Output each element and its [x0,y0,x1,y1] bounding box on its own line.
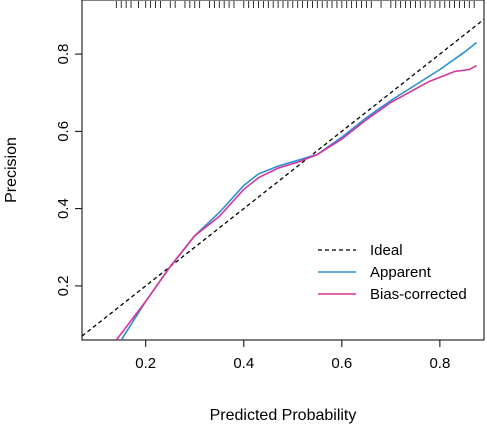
legend-label: Apparent [370,264,432,281]
legend-label: Bias-corrected [370,286,467,303]
x-tick-label: 0.6 [331,355,352,372]
y-axis: 0.2 0.4 0.6 0.8 [55,44,82,296]
x-tick-label: 0.2 [135,355,156,372]
y-tick-label: 0.2 [55,275,72,296]
plot-frame [81,0,485,341]
x-axis: 0.2 0.4 0.6 0.8 [135,340,450,372]
series-lines [82,18,484,340]
legend-label: Ideal [370,242,403,259]
rug-ticks [115,1,475,8]
y-tick-label: 0.8 [55,44,72,65]
series-line-bias-corrected [115,64,477,340]
legend: Ideal Apparent Bias-corrected [318,242,467,303]
y-tick-label: 0.6 [55,121,72,142]
x-tick-label: 0.4 [233,355,254,372]
x-tick-label: 0.8 [429,355,450,372]
x-axis-title: Predicted Probability [210,407,357,424]
y-axis-title: Precision [3,137,20,203]
y-tick-label: 0.4 [55,198,72,219]
series-line-ideal [82,18,484,337]
